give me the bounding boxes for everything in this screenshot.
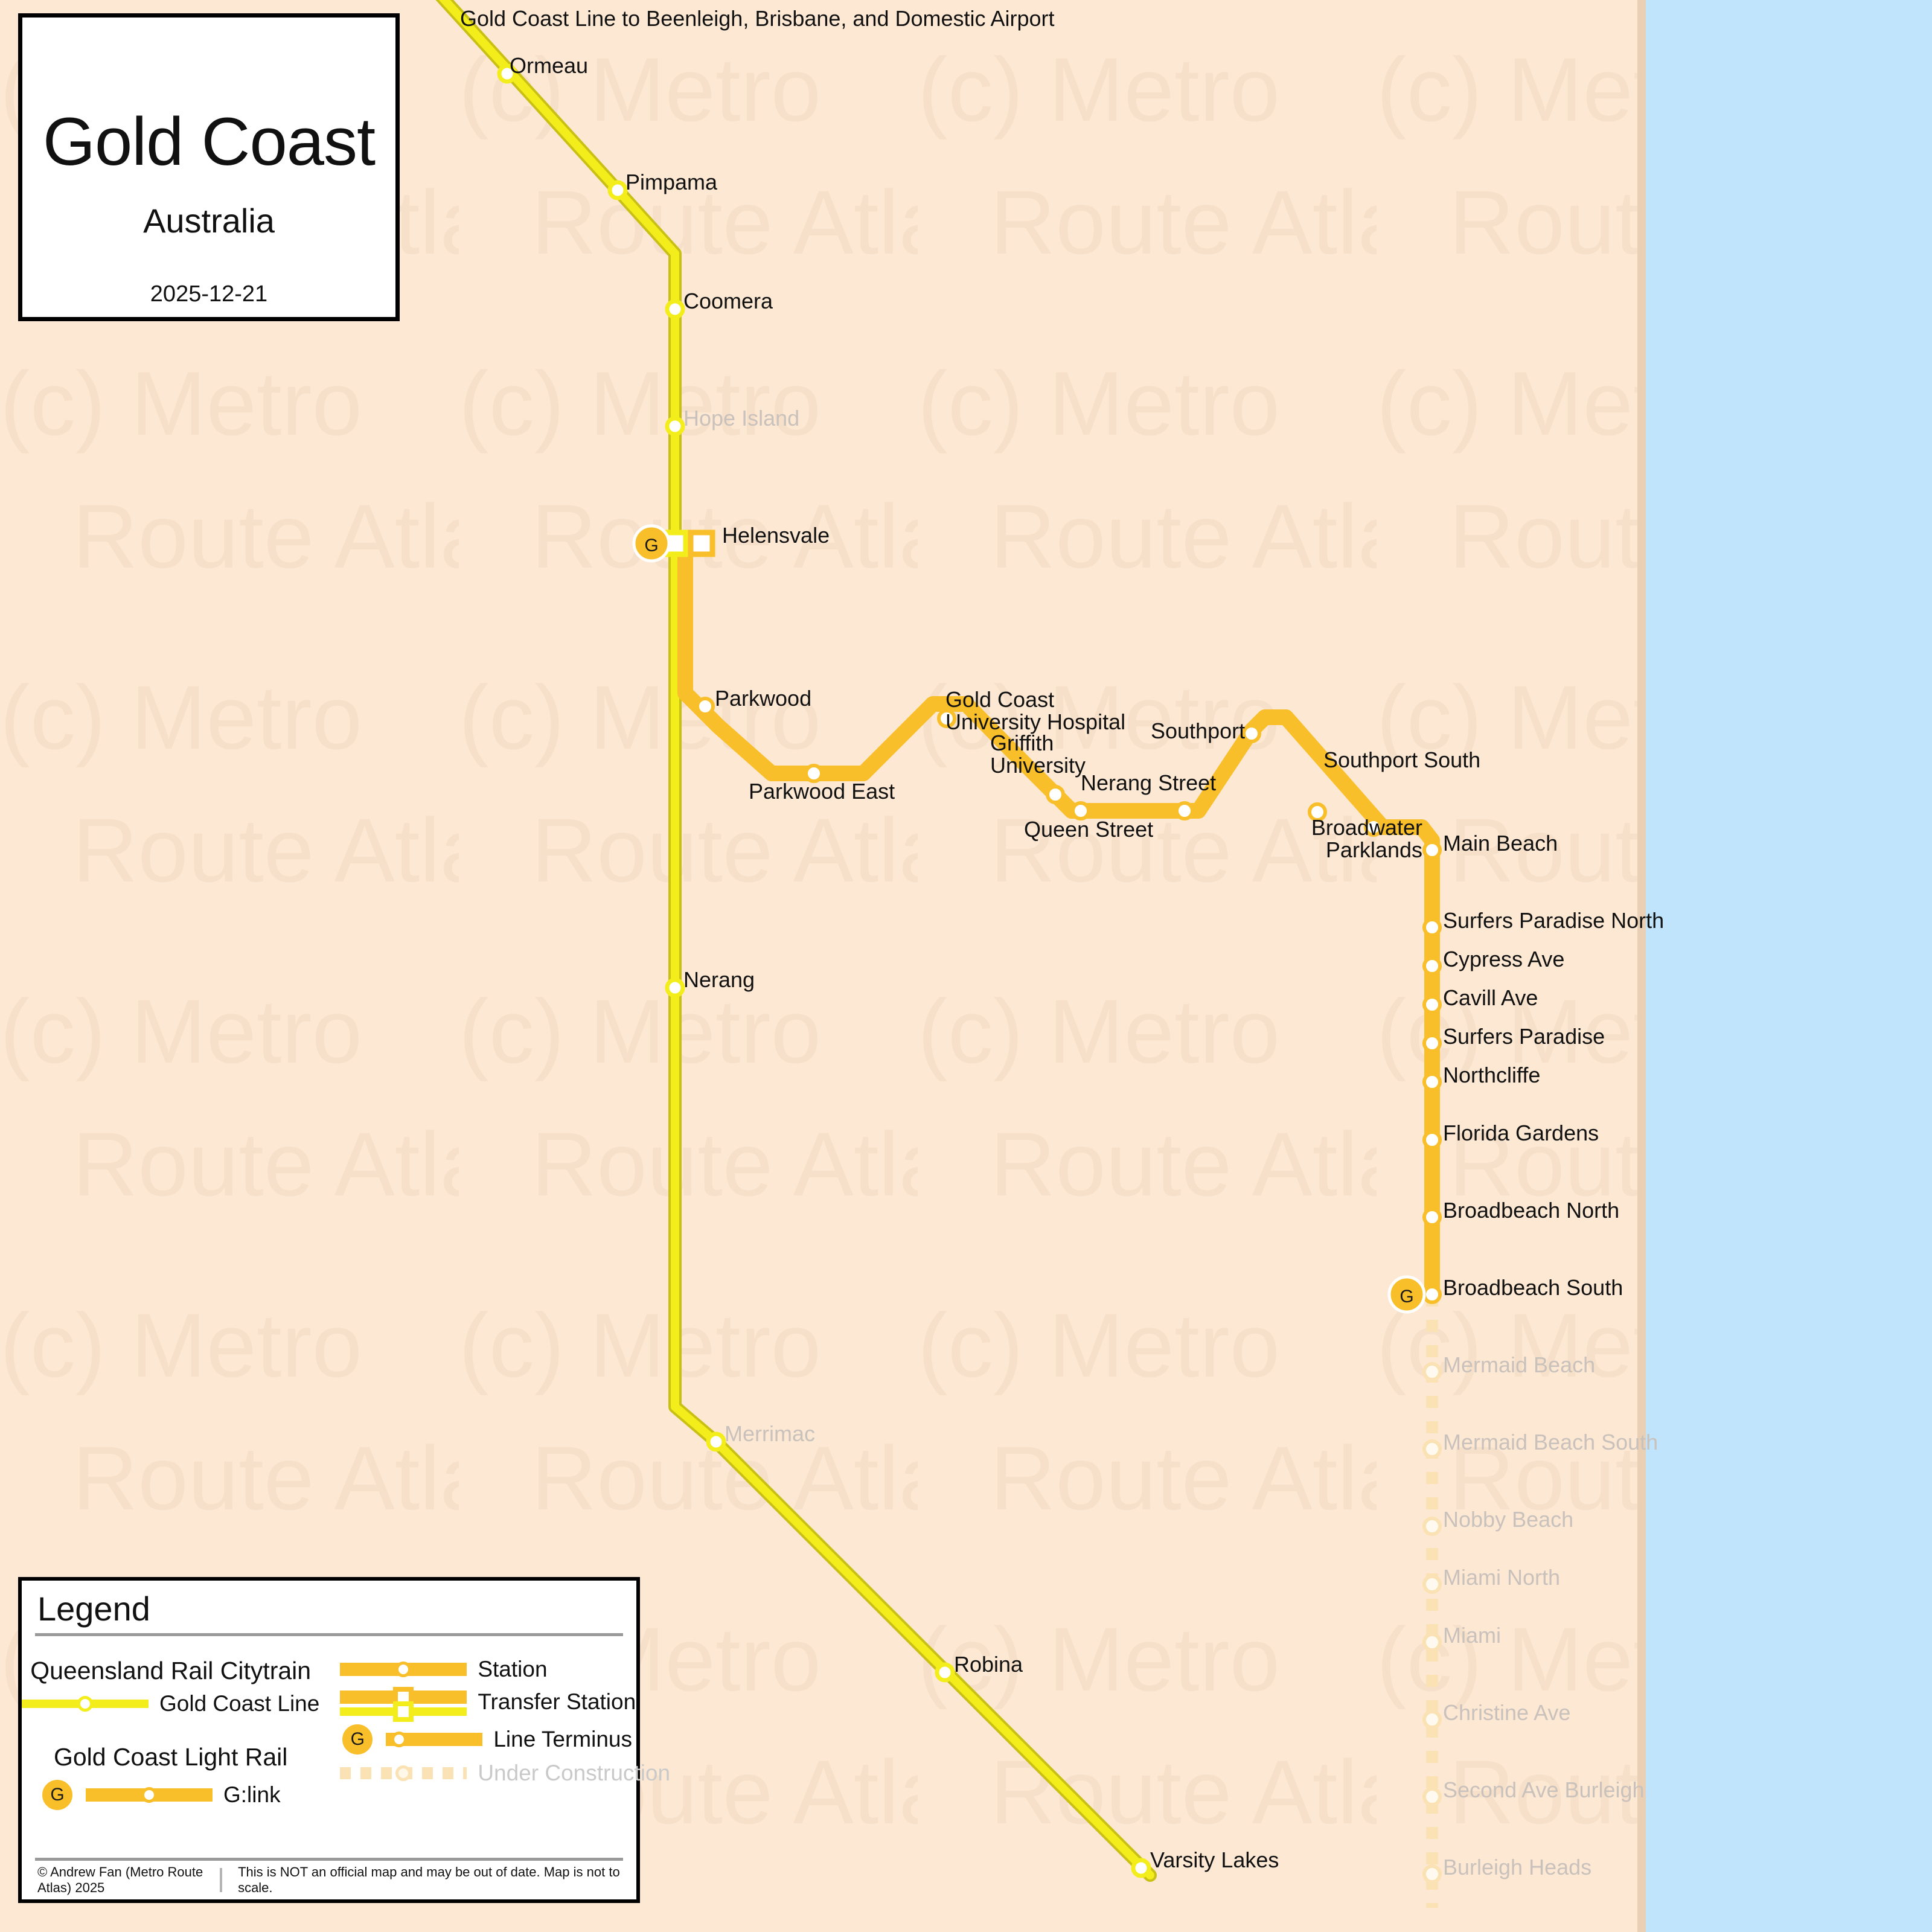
- legend-entry-under-construction[interactable]: Under Construction: [340, 1761, 670, 1786]
- griffith-line1: Griffith: [990, 731, 1054, 755]
- station-label-surfers-paradise: Surfers Paradise: [1443, 1024, 1605, 1049]
- water-area: [1646, 0, 1932, 1932]
- station-label-broadwater-parklands: Broadwater Parklands: [1296, 816, 1422, 862]
- broadwater-line1: Broadwater: [1311, 815, 1422, 840]
- station-label-pimpama: Pimpama: [625, 170, 718, 194]
- station-label-mermaid-beach: Mermaid Beach: [1443, 1352, 1596, 1377]
- station-label-helensvale: Helensvale: [722, 523, 830, 548]
- station-label-southport-south: Southport South: [1323, 747, 1481, 772]
- station-label-robina: Robina: [954, 1652, 1023, 1677]
- legend-entry-glink[interactable]: G G:link: [22, 1777, 319, 1812]
- station-label-miami: Miami: [1443, 1623, 1501, 1648]
- station-dot-icon: [141, 1787, 157, 1803]
- title-country: Australia: [143, 202, 275, 240]
- gcuh-line2: University Hospital: [945, 709, 1126, 735]
- route-gold-coast-line: [435, 0, 1157, 1882]
- legend-label-under-construction: Under Construction: [478, 1761, 671, 1785]
- through-service-banner: Gold Coast Line to Beenleigh, Brisbane, …: [460, 6, 1055, 31]
- station-label-parkwood-east: Parkwood East: [749, 779, 895, 804]
- terminus-badge-helensvale: G: [632, 524, 671, 563]
- station-label-surfers-paradise-north: Surfers Paradise North: [1443, 908, 1665, 933]
- legend-panel: Legend Queensland Rail Citytrain Gold Co…: [18, 1577, 670, 1903]
- station-label-main-beach: Main Beach: [1443, 831, 1558, 856]
- station-symbol-swatch: [340, 1662, 467, 1677]
- legend-label-station: Station: [478, 1657, 548, 1681]
- g-terminus-badge-icon: G: [40, 1777, 75, 1812]
- terminus-badge-broadbeach-south: G: [1387, 1275, 1426, 1314]
- station-label-miami-north: Miami North: [1443, 1565, 1561, 1590]
- glink-line-swatch: [86, 1787, 213, 1803]
- gcl-station-markers: [497, 63, 1151, 1878]
- legend-heading: Legend: [37, 1590, 150, 1628]
- legend-operators-column: Queensland Rail Citytrain Gold Coast Lin…: [22, 1636, 319, 1858]
- station-label-varsity-lakes-text: Varsity Lakes: [1150, 1847, 1279, 1872]
- footer-divider: [220, 1868, 223, 1892]
- station-label-southport: Southport: [1151, 718, 1246, 743]
- station-label-cypress-ave: Cypress Ave: [1443, 947, 1565, 971]
- legend-group-qr: Queensland Rail Citytrain: [30, 1657, 312, 1684]
- legend-symbols-column: Station Transfer Station G: [319, 1636, 670, 1858]
- legend-entry-line-terminus[interactable]: G Line Terminus: [340, 1722, 670, 1757]
- legend-entry-gold-coast-line[interactable]: Gold Coast Line: [22, 1691, 319, 1716]
- station-label-parkwood: Parkwood: [715, 686, 812, 711]
- disclaimer-text: This is NOT an official map and may be o…: [238, 1864, 620, 1895]
- station-dot-icon: [395, 1765, 412, 1781]
- terminus-line-swatch: [386, 1732, 483, 1747]
- legend-label-gold-coast-line: Gold Coast Line: [159, 1691, 320, 1716]
- svg-text:G: G: [644, 536, 658, 555]
- station-label-christine-ave: Christine Ave: [1443, 1700, 1571, 1725]
- legend-footer: © Andrew Fan (Metro Route Atlas) 2025 Th…: [35, 1858, 623, 1899]
- station-dot-icon: [395, 1662, 412, 1677]
- legend-label-glink: G:link: [223, 1782, 281, 1807]
- title-date: 2025-12-21: [150, 281, 268, 307]
- g-terminus-badge-icon: G: [340, 1722, 376, 1757]
- copyright-text: © Andrew Fan (Metro Route Atlas) 2025: [37, 1864, 203, 1895]
- gold-coast-line-swatch: [22, 1696, 149, 1712]
- station-label-griffith-university: Griffith University: [990, 732, 1171, 777]
- station-marker-helensvale: [661, 529, 715, 557]
- station-label-second-ave-burleigh: Second Ave Burleigh: [1443, 1777, 1645, 1802]
- legend-label-line-terminus: Line Terminus: [493, 1727, 632, 1751]
- station-label-queen-street: Queen Street: [1024, 817, 1154, 842]
- legend-entry-transfer-station[interactable]: Transfer Station: [340, 1687, 670, 1722]
- station-label-nobby-beach: Nobby Beach: [1443, 1507, 1574, 1532]
- legend-divider-top: [35, 1633, 623, 1636]
- station-label-northcliffe: Northcliffe: [1443, 1063, 1541, 1087]
- terminus-dot-icon: [391, 1732, 408, 1747]
- station-label-nerang-street: Nerang Street: [1081, 770, 1217, 795]
- legend-group-gclr: Gold Coast Light Rail: [53, 1743, 288, 1771]
- broadwater-line2: Parklands: [1325, 837, 1422, 863]
- glink-station-markers: [696, 697, 1442, 1884]
- svg-text:G: G: [1399, 1287, 1413, 1307]
- station-label-broadbeach-south: Broadbeach South: [1443, 1275, 1623, 1300]
- station-label-burleigh-heads: Burleigh Heads: [1443, 1855, 1592, 1879]
- station-label-coomera: Coomera: [683, 289, 773, 313]
- station-label-hope-island: Hope Island: [683, 406, 800, 430]
- station-label-merrimac: Merrimac: [724, 1421, 815, 1446]
- station-label-gold-coast-university-hospital: Gold Coast University Hospital: [945, 688, 1223, 734]
- under-construction-swatch: [340, 1765, 467, 1781]
- map-title-card: Gold Coast Australia 2025-12-21: [18, 13, 400, 321]
- station-label-florida-gardens: Florida Gardens: [1443, 1121, 1599, 1145]
- station-label-mermaid-beach-south: Mermaid Beach South: [1443, 1430, 1659, 1454]
- station-label-ormeau: Ormeau: [510, 53, 589, 78]
- coastline-strip: [1637, 0, 1646, 1932]
- station-dot-icon: [77, 1696, 93, 1712]
- station-label-nerang: Nerang: [683, 967, 755, 992]
- griffith-line2: University: [990, 753, 1086, 778]
- station-label-cavill-ave: Cavill Ave: [1443, 985, 1538, 1010]
- transfer-symbol-swatch: [340, 1687, 467, 1722]
- station-label-broadbeach-north: Broadbeach North: [1443, 1198, 1620, 1223]
- gcuh-line1: Gold Coast: [945, 687, 1055, 712]
- legend-entry-station[interactable]: Station: [340, 1657, 670, 1682]
- transfer-square-qr-icon: [393, 1701, 414, 1722]
- legend-label-transfer-station: Transfer Station: [478, 1689, 636, 1714]
- page-title: Gold Coast: [42, 104, 376, 179]
